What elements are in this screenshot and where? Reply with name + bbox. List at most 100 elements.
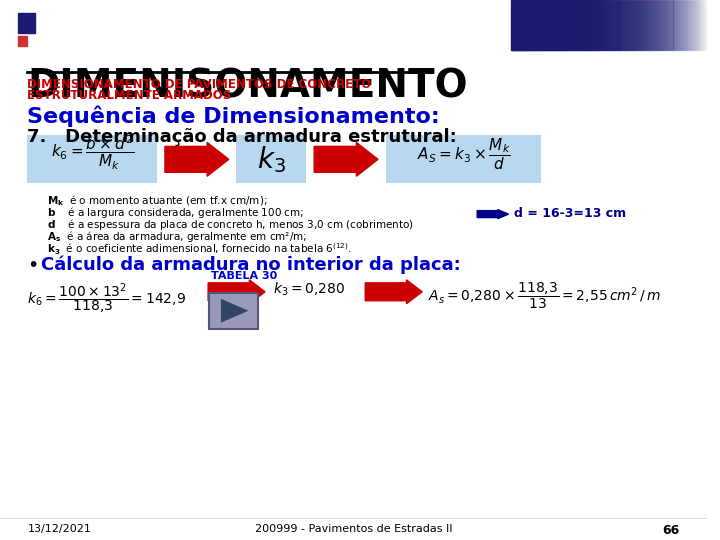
Bar [680, 0, 681, 50]
Bar [683, 0, 684, 50]
Bar [645, 0, 647, 50]
Bar [689, 0, 691, 50]
Bar [680, 0, 683, 50]
Bar [544, 0, 546, 50]
Text: d = 16-3=13 cm: d = 16-3=13 cm [515, 207, 626, 220]
Bar [583, 0, 585, 50]
Bar [688, 0, 690, 50]
Text: Cálculo da armadura no interior da placa:: Cálculo da armadura no interior da placa… [41, 256, 461, 274]
Bar [521, 0, 522, 50]
Bar [586, 0, 588, 50]
Bar [608, 0, 610, 50]
Bar [595, 0, 597, 50]
Bar [605, 0, 607, 50]
Text: ESTRUTURALMENTE ARMADOS: ESTRUTURALMENTE ARMADOS [27, 89, 232, 102]
Bar [672, 0, 675, 50]
Bar [634, 0, 636, 50]
Bar [539, 0, 541, 50]
Bar [588, 0, 590, 50]
Bar [541, 0, 543, 50]
Text: $A_S = k_3 \times \dfrac{M_k}{d}$: $A_S = k_3 \times \dfrac{M_k}{d}$ [416, 137, 510, 172]
Bar [582, 0, 584, 50]
Bar [513, 0, 516, 50]
Bar [516, 0, 518, 50]
Bar [706, 0, 708, 50]
Bar [619, 0, 621, 50]
Bar [554, 0, 556, 50]
Bar [630, 0, 632, 50]
Text: $\mathbf{b}$    é a largura considerada, geralmente 100 cm;: $\mathbf{b}$ é a largura considerada, ge… [47, 205, 305, 220]
Bar [518, 0, 521, 50]
Text: $k_3$: $k_3$ [256, 144, 285, 175]
Bar [543, 0, 545, 50]
Bar [667, 0, 670, 50]
Bar [558, 0, 559, 50]
Bar [533, 0, 535, 50]
Text: •: • [27, 256, 39, 275]
Bar [623, 0, 624, 50]
Bar [632, 0, 634, 50]
Bar [686, 0, 688, 50]
FancyArrow shape [314, 143, 378, 176]
Bar [676, 0, 678, 50]
Text: DIMENISONAMENTO: DIMENISONAMENTO [27, 68, 468, 106]
Text: $k_3 = 0{,}280$: $k_3 = 0{,}280$ [273, 281, 346, 298]
Bar [567, 0, 569, 50]
Bar [678, 0, 680, 50]
Bar [691, 0, 693, 50]
Text: 7.   Determinação da armadura estrutural:: 7. Determinação da armadura estrutural: [27, 129, 457, 146]
Bar [530, 0, 532, 50]
Bar [526, 0, 527, 50]
Bar [631, 0, 634, 50]
Bar [554, 0, 557, 50]
Bar [702, 0, 704, 50]
Bar [599, 0, 601, 50]
Bar [548, 0, 550, 50]
Bar [704, 0, 706, 50]
FancyArrow shape [165, 143, 229, 176]
Bar [696, 0, 698, 50]
Bar [612, 0, 613, 50]
Bar [692, 0, 694, 50]
Bar [559, 0, 562, 50]
Bar [534, 0, 536, 50]
Bar [600, 0, 602, 50]
Bar [675, 0, 676, 50]
Bar [589, 0, 591, 50]
Text: 13/12/2021: 13/12/2021 [27, 524, 91, 534]
Bar [559, 0, 561, 50]
Bar [705, 0, 707, 50]
Bar [654, 0, 657, 50]
Bar [667, 0, 669, 50]
Bar [564, 0, 565, 50]
Bar [701, 0, 703, 50]
Bar [699, 0, 701, 50]
Bar [652, 0, 654, 50]
Bar [572, 0, 575, 50]
Bar [690, 0, 692, 50]
Bar [528, 0, 530, 50]
Bar [591, 0, 593, 50]
Bar [662, 0, 665, 50]
Bar [549, 0, 551, 50]
Bar [510, 0, 513, 50]
Bar [665, 0, 667, 50]
Bar [624, 0, 626, 50]
Bar [596, 0, 598, 50]
Bar [635, 0, 637, 50]
Bar [590, 0, 592, 50]
Bar [580, 0, 582, 50]
Text: $\mathbf{d}$    é a espessura da placa de concreto h, menos 3,0 cm (cobrimento): $\mathbf{d}$ é a espessura da placa de c… [47, 217, 414, 232]
Bar [577, 0, 580, 50]
Bar [535, 0, 537, 50]
Bar [697, 0, 699, 50]
Bar [615, 0, 616, 50]
Bar [650, 0, 652, 50]
Text: $\mathbf{k_3}$  é o coeficiente adimensional, fornecido na tabela 6$^{(12)}$.: $\mathbf{k_3}$ é o coeficiente adimensio… [47, 241, 352, 256]
Bar [611, 0, 613, 50]
Text: 66: 66 [662, 524, 680, 537]
Bar [642, 0, 644, 50]
Bar [664, 0, 665, 50]
FancyBboxPatch shape [235, 136, 306, 183]
Bar [538, 0, 540, 50]
